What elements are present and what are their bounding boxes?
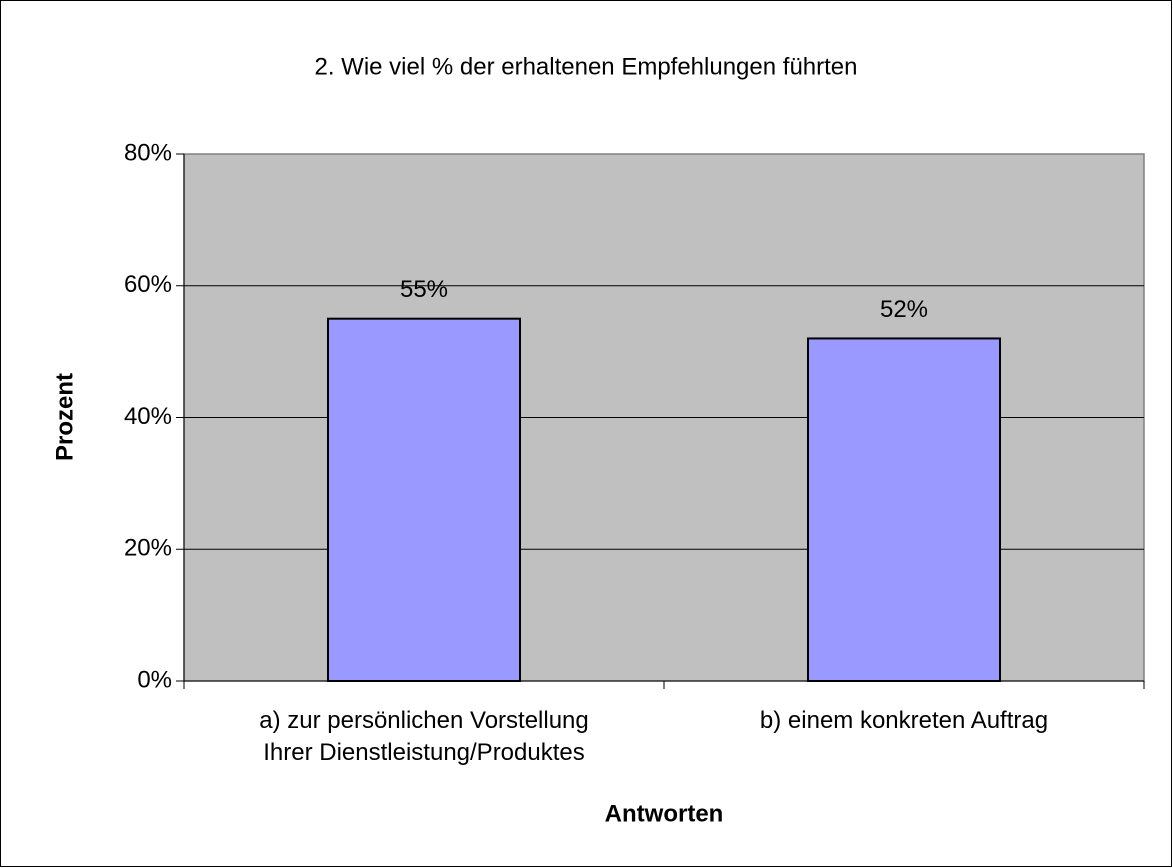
bar bbox=[327, 317, 521, 682]
x-axis-title: Antworten bbox=[605, 800, 724, 827]
chart-title: 2. Wie viel % der erhaltenen Empfehlunge… bbox=[315, 53, 858, 80]
y-tick-label: 80% bbox=[124, 139, 172, 166]
bar bbox=[807, 337, 1001, 682]
y-tick-label: 20% bbox=[124, 535, 172, 562]
y-tick-label: 40% bbox=[124, 403, 172, 430]
y-tick-label: 60% bbox=[124, 271, 172, 298]
y-axis-title: Prozent bbox=[51, 373, 78, 461]
data-label: 52% bbox=[880, 296, 928, 323]
data-label: 55% bbox=[400, 276, 448, 303]
x-tick-label: b) einem konkreten Auftrag bbox=[759, 707, 1049, 734]
y-tick-label: 0% bbox=[137, 666, 172, 693]
x-tick-label: a) zur persönlichen Vorstellung Ihrer Di… bbox=[259, 707, 589, 766]
